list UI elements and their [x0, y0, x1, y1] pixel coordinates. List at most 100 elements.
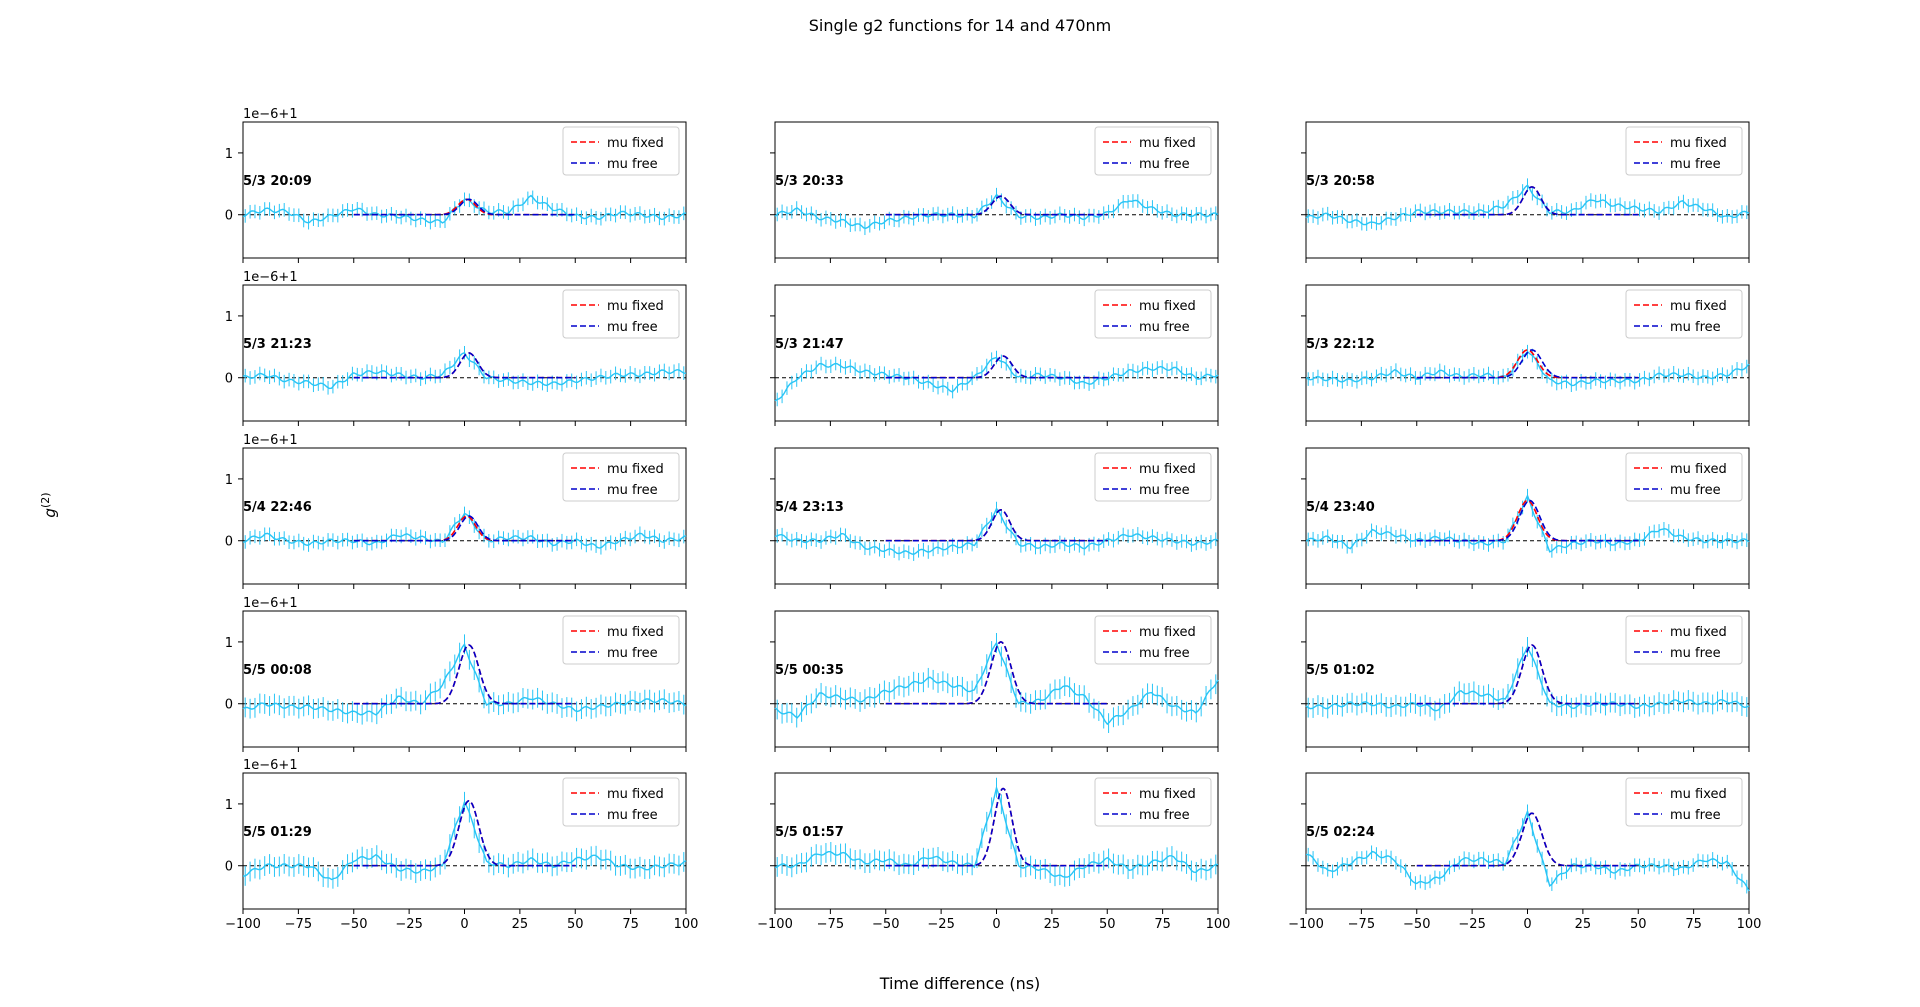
x-tick-label: 75: [1685, 917, 1702, 932]
x-tick-label: 50: [1630, 917, 1647, 932]
legend-label-fixed: mu fixed: [1139, 625, 1196, 640]
fit-mu-free: [353, 352, 576, 379]
legend-label-fixed: mu fixed: [607, 787, 664, 802]
fit-mu-free: [885, 195, 1108, 216]
legend-label-fixed: mu fixed: [1670, 625, 1727, 640]
panel-timestamp: 5/5 00:35: [775, 663, 844, 678]
x-tick-label: −50: [1403, 917, 1430, 932]
y-offset-label: 1e−6+1: [243, 596, 298, 611]
fit-mu-free: [353, 644, 576, 705]
legend-label-fixed: mu fixed: [607, 462, 664, 477]
x-tick-label: 75: [1154, 917, 1171, 932]
x-tick-label: 25: [512, 917, 529, 932]
panel-timestamp: 5/3 22:12: [1306, 337, 1375, 352]
x-tick-label: −50: [340, 917, 367, 932]
subplot-14: −100 −75 −50 −25 0 25 50 75 100 5/5 01:57 mu fixed…: [757, 772, 1230, 932]
fit-mu-free: [885, 355, 1108, 379]
legend-label-fixed: mu fixed: [1139, 787, 1196, 802]
x-tick-label: 50: [1099, 917, 1116, 932]
y-tick-label: 1: [225, 473, 233, 488]
legend-label-fixed: mu fixed: [1670, 787, 1727, 802]
legend-label-free: mu free: [607, 157, 658, 172]
panel-timestamp: 5/5 00:08: [243, 663, 312, 678]
subplot-15: −100 −75 −50 −25 0 25 50 75 100 5/5 02:24 mu fixed…: [1288, 772, 1762, 932]
panel-timestamp: 5/3 21:47: [775, 337, 844, 352]
x-tick-label: 50: [567, 917, 584, 932]
legend-label-free: mu free: [607, 483, 658, 498]
subplot-3: 5/3 20:58 mu fixed mu free: [1301, 121, 1750, 263]
legend-label-fixed: mu fixed: [1670, 462, 1727, 477]
y-tick-label: 0: [225, 209, 233, 224]
subplot-4: 0 1 1e−6+1 5/3 21:23 mu fixed mu free: [225, 270, 687, 426]
panel-timestamp: 5/5 01:29: [243, 825, 312, 840]
panel-timestamp: 5/3 20:58: [1306, 174, 1375, 189]
fit-mu-free: [885, 641, 1108, 705]
legend-label-fixed: mu fixed: [607, 299, 664, 314]
y-tick-label: 0: [225, 860, 233, 875]
y-offset-label: 1e−6+1: [243, 270, 298, 285]
y-axis-label-sup: (2): [39, 492, 52, 508]
x-tick-label: 100: [1737, 917, 1762, 932]
legend-label-free: mu free: [607, 646, 658, 661]
y-axis-label-main: g: [41, 508, 59, 518]
x-tick-label: 0: [460, 917, 468, 932]
panel-timestamp: 5/3 20:33: [775, 174, 844, 189]
panel-timestamp: 5/4 22:46: [243, 500, 312, 515]
y-tick-label: 1: [225, 798, 233, 813]
legend-label-free: mu free: [1139, 157, 1190, 172]
panel-timestamp: 5/5 02:24: [1306, 825, 1375, 840]
figure-title: Single g2 functions for 14 and 470nm: [809, 16, 1111, 35]
legend-label-fixed: mu fixed: [1139, 462, 1196, 477]
legend-label-fixed: mu fixed: [1139, 299, 1196, 314]
x-tick-label: 0: [1523, 917, 1531, 932]
x-tick-label: −25: [1458, 917, 1485, 932]
subplot-9: 5/4 23:40 mu fixed mu free: [1301, 447, 1750, 589]
legend-label-free: mu free: [1670, 646, 1721, 661]
legend-label-free: mu free: [1670, 808, 1721, 823]
legend-label-free: mu free: [1670, 157, 1721, 172]
legend-label-fixed: mu fixed: [607, 625, 664, 640]
legend-label-free: mu free: [1139, 646, 1190, 661]
legend-label-free: mu free: [1139, 483, 1190, 498]
panel-timestamp: 5/3 21:23: [243, 337, 312, 352]
subplot-6: 5/3 22:12 mu fixed mu free: [1301, 284, 1750, 426]
y-tick-label: 0: [225, 535, 233, 550]
y-tick-label: 0: [225, 372, 233, 387]
x-tick-label: 0: [992, 917, 1000, 932]
x-tick-label: −25: [927, 917, 954, 932]
fit-mu-free: [1416, 499, 1639, 542]
subplot-11: 5/5 00:35 mu fixed mu free: [770, 610, 1219, 752]
legend-label-fixed: mu fixed: [1139, 136, 1196, 151]
x-tick-label: −100: [225, 917, 261, 932]
y-offset-label: 1e−6+1: [243, 433, 298, 448]
panel-timestamp: 5/5 01:57: [775, 825, 844, 840]
x-tick-label: 75: [622, 917, 639, 932]
x-tick-label: 25: [1044, 917, 1061, 932]
fit-mu-free: [885, 787, 1108, 867]
x-tick-label: −75: [285, 917, 312, 932]
subplot-1: 0 1 1e−6+1 5/3 20:09 mu fixed mu free: [225, 107, 687, 263]
x-tick-label: 100: [674, 917, 699, 932]
x-axis-label: Time difference (ns): [879, 974, 1041, 993]
x-tick-label: −75: [1348, 917, 1375, 932]
x-tick-label: −50: [872, 917, 899, 932]
subplot-13: −100 −75 −50 −25 0 25 50 75 100 0 1 1e−6+1 5/5 01:29…: [225, 758, 699, 932]
fit-mu-free: [353, 515, 576, 542]
legend-label-free: mu free: [607, 808, 658, 823]
fit-mu-free: [1416, 644, 1639, 705]
panel-timestamp: 5/5 01:02: [1306, 663, 1375, 678]
subplot-8: 5/4 23:13 mu fixed mu free: [770, 447, 1219, 589]
x-tick-label: −25: [395, 917, 422, 932]
fit-mu-free: [1416, 812, 1639, 867]
subplot-10: 0 1 1e−6+1 5/5 00:08 mu fixed mu free: [225, 596, 687, 752]
x-tick-label: 25: [1575, 917, 1592, 932]
panel-timestamp: 5/4 23:40: [1306, 500, 1375, 515]
panel-timestamp: 5/4 23:13: [775, 500, 844, 515]
legend-label-fixed: mu fixed: [1670, 136, 1727, 151]
legend-label-free: mu free: [1670, 320, 1721, 335]
y-tick-label: 1: [225, 636, 233, 651]
subplot-5: 5/3 21:47 mu fixed mu free: [770, 284, 1219, 426]
y-tick-label: 1: [225, 147, 233, 162]
